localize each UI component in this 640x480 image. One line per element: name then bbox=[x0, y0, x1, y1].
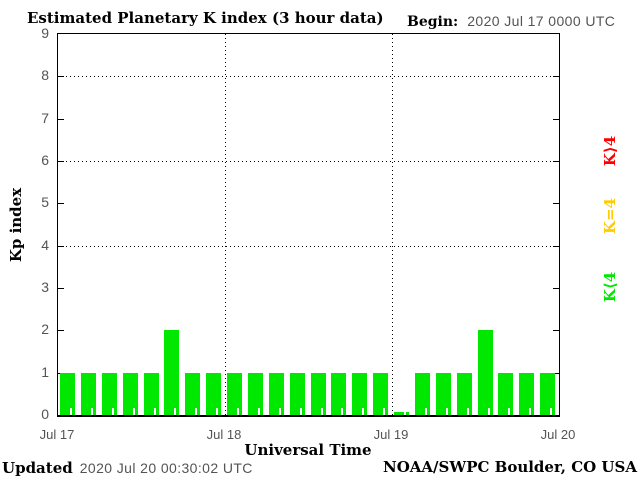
bar-base-tick bbox=[174, 408, 177, 415]
y-tick-label-0: 0 bbox=[41, 406, 49, 422]
kp-bar bbox=[414, 373, 430, 415]
y-tick-right bbox=[553, 372, 559, 374]
day-boundary-line bbox=[392, 34, 393, 415]
kp-bar bbox=[289, 373, 305, 415]
y-tick-right bbox=[553, 161, 559, 162]
y-tick-left bbox=[58, 330, 64, 332]
kp-bar bbox=[477, 330, 493, 415]
y-tick-left bbox=[58, 203, 64, 205]
kp-bar bbox=[60, 373, 75, 415]
y-tick-right bbox=[553, 118, 559, 120]
bar-base-tick bbox=[257, 408, 260, 415]
kp-bar bbox=[540, 373, 556, 415]
bar-base-tick bbox=[487, 408, 490, 415]
updated-value: 2020 Jul 20 00:30:02 UTC bbox=[79, 460, 253, 476]
plot-area bbox=[57, 33, 560, 417]
gridline-kp-6 bbox=[58, 161, 559, 162]
gridline-kp-8 bbox=[58, 76, 559, 78]
kp-bar bbox=[373, 373, 389, 415]
kp-bar bbox=[331, 373, 347, 415]
y-tick-label-7: 7 bbox=[41, 109, 49, 126]
y-tick-label-2: 2 bbox=[41, 321, 49, 338]
bar-base-tick bbox=[216, 408, 219, 415]
kp-bar bbox=[80, 373, 96, 415]
y-tick-label-8: 8 bbox=[41, 67, 49, 84]
bar-base-tick bbox=[278, 408, 281, 415]
y-tick-label-1: 1 bbox=[41, 363, 49, 380]
bar-base-tick bbox=[153, 408, 156, 415]
bar-base-tick bbox=[90, 408, 93, 415]
bar-base-tick bbox=[237, 408, 239, 415]
kp-bar bbox=[498, 373, 514, 415]
kp-bar bbox=[352, 373, 368, 415]
bar-base-tick bbox=[550, 408, 553, 415]
y-tick-label-5: 5 bbox=[41, 194, 49, 211]
kp-bar bbox=[143, 373, 159, 415]
begin-label: Begin: bbox=[407, 14, 459, 30]
bar-base-tick bbox=[320, 408, 323, 415]
y-tick-right bbox=[553, 203, 559, 205]
bar-base-tick bbox=[466, 408, 469, 415]
kp-bar bbox=[394, 408, 409, 415]
begin-value: 2020 Jul 17 0000 UTC bbox=[467, 13, 616, 29]
y-tick-right bbox=[553, 245, 559, 247]
y-tick-label-4: 4 bbox=[41, 236, 49, 253]
updated-line: Updated 2020 Jul 20 00:30:02 UTC bbox=[2, 458, 253, 477]
kp-bar bbox=[247, 373, 263, 415]
y-tick-label-3: 3 bbox=[41, 279, 49, 295]
bar-base-tick bbox=[299, 408, 302, 415]
y-tick-label-9: 9 bbox=[41, 25, 49, 41]
kp-bar bbox=[456, 373, 472, 415]
kp-bar bbox=[268, 373, 284, 415]
bar-base-tick bbox=[445, 408, 448, 415]
x-axis-title: Universal Time bbox=[244, 441, 372, 459]
x-tick-label-2: Jul 18 bbox=[206, 427, 242, 442]
bar-base-tick bbox=[529, 408, 532, 415]
day-boundary-line bbox=[225, 34, 226, 415]
kp-bar bbox=[185, 373, 201, 415]
bar-base-tick bbox=[508, 408, 511, 415]
y-tick-right bbox=[553, 288, 559, 289]
y-tick-label-6: 6 bbox=[41, 152, 49, 168]
bar-base-tick bbox=[424, 408, 427, 415]
y-tick-right bbox=[553, 76, 559, 78]
kp-bar bbox=[164, 330, 180, 415]
x-tick-label-4: Jul 20 bbox=[540, 427, 576, 442]
y-tick-left bbox=[58, 161, 64, 162]
y-tick-left bbox=[58, 245, 64, 247]
credit-text: NOAA/SWPC Boulder, CO USA bbox=[382, 458, 637, 476]
kp-bar bbox=[122, 373, 138, 415]
begin-line: Begin: 2020 Jul 17 0000 UTC bbox=[407, 11, 615, 30]
bar-base-tick bbox=[195, 408, 198, 415]
y-tick-left bbox=[58, 118, 64, 120]
kp-bar bbox=[435, 373, 451, 415]
legend-item-Keq4: K=4 bbox=[601, 197, 619, 235]
bar-base-tick bbox=[132, 408, 135, 415]
chart-title: Estimated Planetary K index (3 hour data… bbox=[27, 9, 384, 27]
kp-bar bbox=[519, 373, 535, 415]
kp-bar bbox=[227, 373, 242, 415]
gridline-kp-4 bbox=[58, 245, 559, 247]
bar-base-tick bbox=[362, 408, 365, 415]
legend-item-Klt4: K⟨4 bbox=[601, 271, 619, 303]
y-axis-title: Kp index bbox=[7, 187, 25, 263]
y-tick-left bbox=[58, 288, 64, 289]
kp-bar bbox=[206, 373, 222, 415]
kp-bar bbox=[310, 373, 326, 415]
kp-bar bbox=[101, 373, 117, 415]
x-tick-label-3: Jul 19 bbox=[373, 427, 409, 442]
bar-base-tick bbox=[404, 408, 406, 415]
y-tick-right bbox=[553, 330, 559, 332]
updated-label: Updated bbox=[2, 459, 73, 477]
y-tick-left bbox=[58, 76, 64, 78]
bar-base-tick bbox=[70, 408, 72, 415]
bar-base-tick bbox=[383, 408, 386, 415]
bar-base-tick bbox=[111, 408, 114, 415]
x-tick-label-1: Jul 17 bbox=[39, 427, 75, 442]
bar-base-tick bbox=[341, 408, 344, 415]
